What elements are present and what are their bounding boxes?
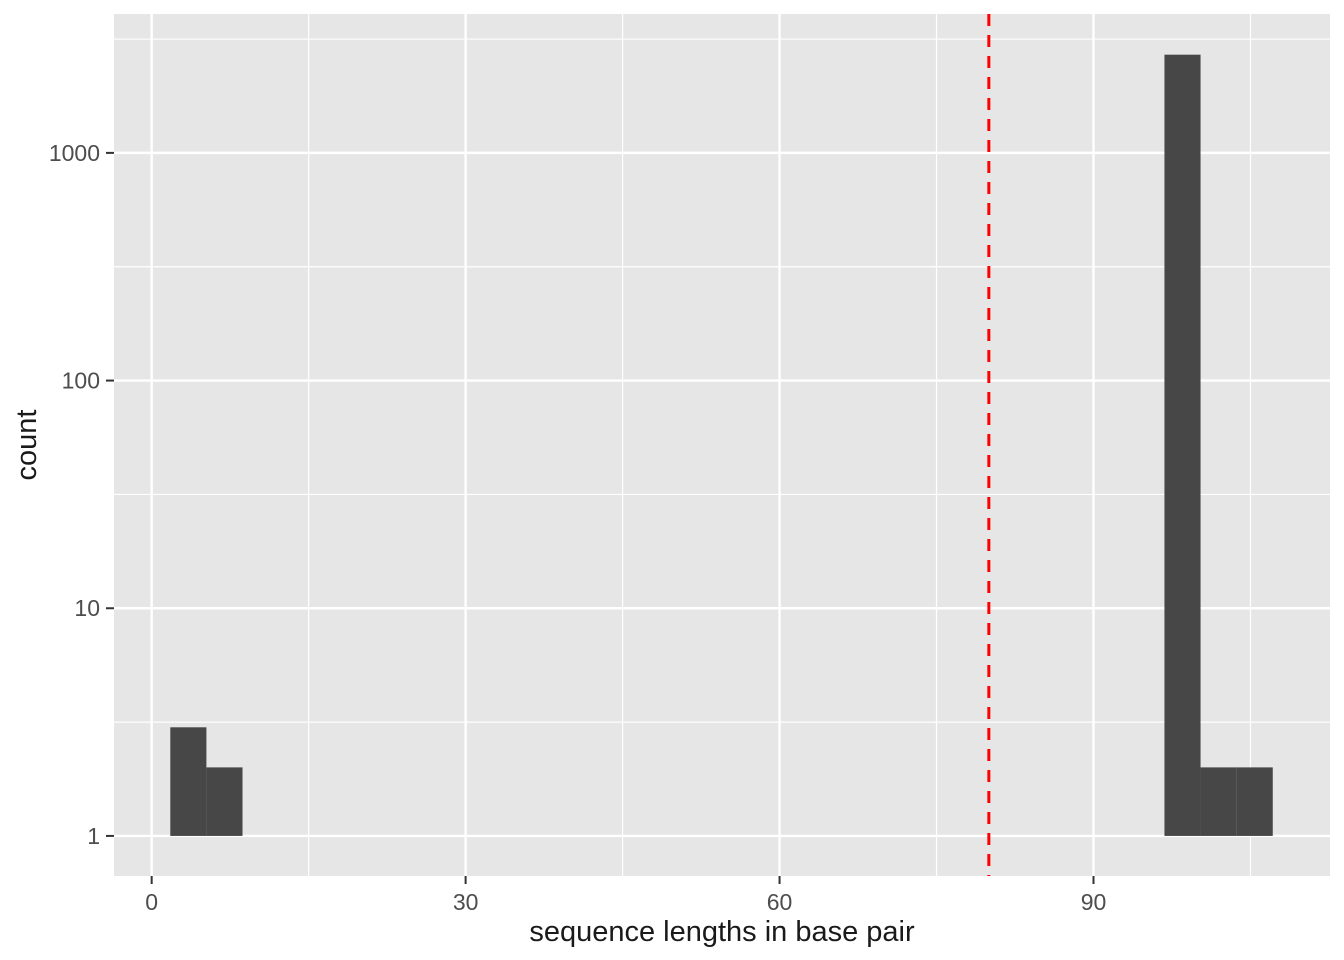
histogram-bar [1236,767,1273,836]
x-axis-tick-label: 60 [767,889,793,915]
x-axis-tick-label: 90 [1081,889,1107,915]
histogram-bar [170,727,207,836]
y-axis-tick-label: 1 [87,823,100,849]
panel-background [114,14,1330,876]
histogram-bar [1164,54,1201,836]
histogram-bar [206,767,243,836]
histogram-bar [1200,767,1237,836]
y-axis-title: count [11,410,43,481]
y-axis-tick-label: 1000 [49,140,100,166]
x-axis-tick-label: 30 [453,889,479,915]
x-axis-title: sequence lengths in base pair [529,916,915,948]
x-axis-tick-label: 0 [145,889,158,915]
y-axis-tick-label: 10 [74,595,100,621]
y-axis-tick-label: 100 [62,368,100,394]
